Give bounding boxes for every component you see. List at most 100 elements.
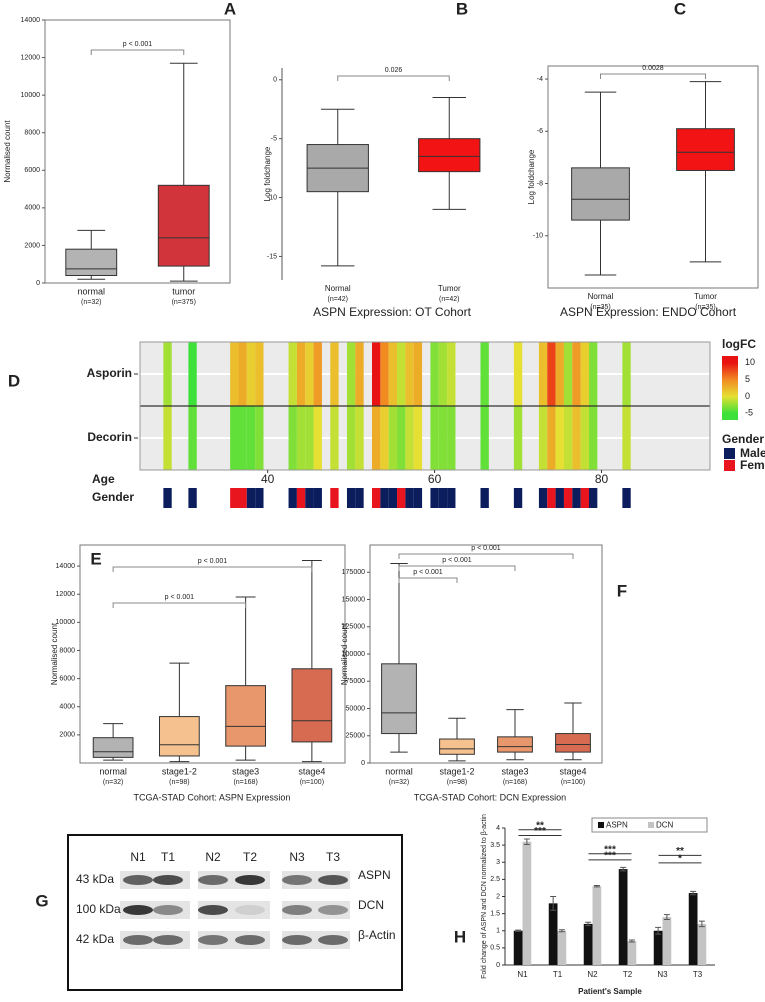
gender-cell	[538, 488, 548, 508]
heatmap-cell	[238, 406, 247, 470]
panel-label: G	[35, 891, 48, 910]
error-bar	[550, 896, 557, 911]
significance-label: p < 0.001	[471, 545, 500, 552]
n-label: (n=35)	[695, 304, 715, 311]
heatmap-frame	[139, 341, 711, 471]
lane-label: T3	[326, 850, 340, 864]
x-tick-label: N1	[517, 970, 528, 979]
box	[381, 663, 417, 735]
caption: TCGA-STAD Cohort: ASPN Expression	[134, 792, 291, 802]
x-tick-label: N2	[587, 970, 598, 979]
y-tick-label: -6	[537, 128, 543, 135]
heatmap-cell	[313, 406, 322, 470]
heatmap-cell	[288, 342, 297, 406]
heatmap-cell	[346, 406, 356, 470]
x-axis-title: Age	[92, 472, 115, 486]
bar	[592, 886, 602, 965]
colorbar-tick-label: 10	[745, 357, 755, 367]
gender-cell	[380, 488, 389, 508]
significance-label: p < 0.001	[165, 594, 194, 601]
y-tick-label: 1	[496, 928, 500, 935]
panel-label: B	[456, 0, 468, 18]
heatmap-cell	[480, 342, 489, 406]
gender-cell	[288, 488, 297, 508]
blot-band	[282, 905, 312, 915]
box	[157, 184, 210, 267]
error-bar	[585, 921, 592, 927]
heatmap-cell	[305, 406, 314, 470]
heatmap-cell	[538, 342, 548, 406]
y-tick-label: -10	[533, 233, 543, 240]
box	[291, 668, 333, 743]
significance-label: **	[676, 846, 684, 857]
gender-cell	[372, 488, 381, 508]
error-bar	[558, 929, 565, 933]
y-axis-title: Normalised count	[3, 120, 12, 183]
bar	[618, 869, 628, 965]
gender-cell	[513, 488, 523, 508]
significance-bracket	[112, 566, 313, 572]
panel-label: A	[224, 0, 236, 18]
box	[555, 733, 591, 753]
heatmap-cell	[246, 406, 256, 470]
x-tick-label: normal	[99, 766, 127, 776]
row-label: Decorin	[87, 430, 132, 444]
gender-cell	[622, 488, 631, 508]
heatmap-cell	[547, 342, 556, 406]
bar	[662, 917, 672, 965]
heatmap-cell	[397, 342, 406, 406]
significance-label: *	[678, 854, 682, 865]
heatmap-cell	[346, 342, 356, 406]
gender-cell	[430, 488, 439, 508]
panel-label: H	[454, 927, 466, 946]
x-tick-label: tumor	[172, 286, 195, 296]
y-tick-label: 4000	[59, 704, 75, 711]
significance-label: p < 0.001	[413, 569, 442, 576]
gender-cell	[413, 488, 423, 508]
blot-band	[123, 875, 153, 885]
x-tick-label: 60	[428, 472, 442, 486]
y-tick-label: 3	[496, 859, 500, 866]
y-tick-label: 2000	[24, 242, 40, 249]
x-tick-label: stage1-2	[162, 766, 197, 776]
bar	[557, 930, 567, 965]
gender-cell	[580, 488, 589, 508]
box	[92, 737, 134, 758]
legend-swatch	[598, 822, 604, 828]
significance-bracket	[90, 49, 185, 55]
significance-bracket	[600, 73, 706, 79]
blot-band	[153, 935, 183, 945]
significance-label: p < 0.001	[442, 557, 471, 564]
gender-cell	[447, 488, 456, 508]
error-bar	[690, 890, 697, 896]
heatmap-cell	[405, 342, 414, 406]
error-bar	[628, 939, 635, 943]
n-label: (n=98)	[169, 779, 189, 786]
x-tick-label: stage1-2	[439, 766, 474, 776]
box	[676, 128, 735, 171]
heatmap-cell	[538, 406, 548, 470]
y-tick-label: 12000	[56, 591, 76, 598]
x-tick-label: T1	[553, 970, 563, 979]
x-tick-label: normal	[385, 766, 413, 776]
significance-bracket	[112, 602, 247, 608]
n-label: (n=100)	[561, 779, 585, 786]
significance-bracket	[398, 565, 516, 571]
bar	[548, 903, 558, 965]
heatmap-cell	[305, 342, 314, 406]
gender-cell	[163, 488, 172, 508]
heatmap-cell	[255, 342, 264, 406]
heatmap-cell	[238, 342, 247, 406]
legend-swatch	[724, 460, 735, 471]
gender-cell	[296, 488, 306, 508]
y-tick-label: 2.5	[490, 876, 500, 883]
n-label: (n=35)	[590, 304, 610, 311]
n-label: (n=32)	[103, 779, 123, 786]
marker-label: 100 kDa	[76, 902, 121, 916]
error-bar	[515, 929, 522, 932]
heatmap-cell	[313, 342, 322, 406]
heatmap-cell	[588, 406, 598, 470]
lane-label: N3	[289, 850, 305, 864]
x-axis-title: Patient's Sample	[578, 987, 642, 996]
blot-band	[153, 875, 183, 885]
